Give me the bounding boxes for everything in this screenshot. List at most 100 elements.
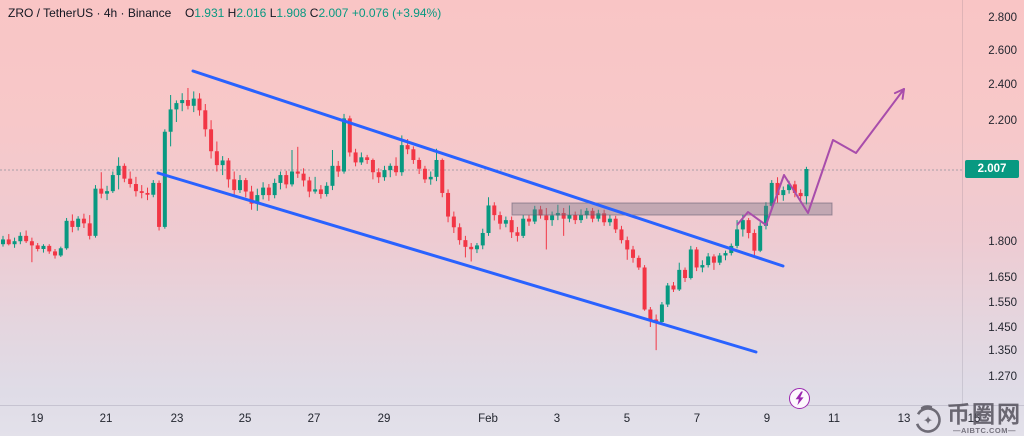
low-value: 1.908 xyxy=(276,6,307,20)
candle-body xyxy=(255,195,260,204)
price-tick-1.450: 1.450 xyxy=(988,322,1017,334)
candle-body xyxy=(209,129,214,152)
candle-body xyxy=(561,212,566,219)
candle-body xyxy=(706,256,711,266)
candle-body xyxy=(128,178,133,185)
symbol-legend[interactable]: ZRO / TetherUS · 4h · Binance O1.931 H2.… xyxy=(8,6,441,20)
candle-body xyxy=(503,220,508,224)
candle-body xyxy=(133,184,138,192)
candle-body xyxy=(116,165,121,176)
candle-body xyxy=(417,159,422,169)
time-tick-21: 21 xyxy=(99,413,113,425)
projection-arrowhead xyxy=(893,88,905,95)
watermark-star-glyph: ✦ xyxy=(923,414,933,428)
candle-body xyxy=(359,157,364,163)
candle-body xyxy=(347,118,352,153)
candle-body xyxy=(711,256,716,263)
candle-body xyxy=(64,220,69,249)
candle-body xyxy=(336,165,341,172)
candle-body xyxy=(631,249,636,258)
candle-body xyxy=(665,285,670,305)
candle-body xyxy=(440,159,445,193)
candle-body xyxy=(70,220,75,227)
time-tick-3: 3 xyxy=(553,413,561,425)
candle-body xyxy=(342,118,347,172)
price-axis-border xyxy=(962,0,963,405)
candles-layer xyxy=(1,87,809,351)
candle-body xyxy=(87,223,92,236)
candle-body xyxy=(318,189,323,195)
separator: · xyxy=(120,6,125,20)
candle-body xyxy=(24,235,29,242)
candle-body xyxy=(290,171,294,185)
projection-arrow[interactable] xyxy=(736,88,905,226)
candle-body xyxy=(220,160,225,166)
candle-body xyxy=(110,175,115,192)
candle-body xyxy=(792,184,797,193)
candle-body xyxy=(394,165,399,173)
candle-body xyxy=(746,220,751,233)
candle-body xyxy=(370,159,375,173)
candle-body xyxy=(625,240,630,250)
candle-body xyxy=(47,245,52,252)
candle-body xyxy=(203,110,208,130)
candle-body xyxy=(428,176,433,180)
candle-body xyxy=(330,165,335,186)
candle-body xyxy=(648,309,653,320)
candle-body xyxy=(376,172,381,178)
candle-body xyxy=(191,98,196,106)
candle-body xyxy=(157,182,162,227)
candle-body xyxy=(237,180,242,191)
candle-body xyxy=(162,131,167,227)
candle-body xyxy=(550,215,555,221)
price-tick-2.400: 2.400 xyxy=(988,79,1017,91)
candle-body xyxy=(81,218,86,224)
time-axis-border xyxy=(0,405,1024,406)
low-label: L xyxy=(269,6,277,20)
candle-body xyxy=(399,145,404,173)
candle-body xyxy=(457,227,462,241)
candle-body xyxy=(515,232,520,236)
candle-body xyxy=(353,152,358,163)
candle-body xyxy=(18,235,23,242)
candle-body xyxy=(636,257,641,268)
channel-trendline[interactable] xyxy=(191,69,785,268)
candle-body xyxy=(763,205,768,226)
boost-button[interactable] xyxy=(789,388,810,409)
candle-body xyxy=(694,249,699,268)
candle-body xyxy=(232,179,237,191)
projection-arrowhead xyxy=(901,88,905,100)
candle-body xyxy=(723,253,728,256)
candle-body xyxy=(301,173,306,181)
candle-body xyxy=(180,100,185,104)
candle-body xyxy=(168,109,173,132)
candle-body xyxy=(758,225,763,251)
close-value: 2.007 xyxy=(318,6,349,20)
candle-body xyxy=(474,245,479,250)
candle-body xyxy=(596,213,601,219)
candle-body xyxy=(613,218,618,230)
candle-body xyxy=(555,212,560,216)
candle-body xyxy=(295,171,300,174)
candle-body xyxy=(278,175,283,183)
candle-body xyxy=(197,98,202,111)
candle-body xyxy=(463,240,468,247)
candle-body xyxy=(469,246,474,250)
candle-body xyxy=(382,170,387,178)
resistance-box[interactable] xyxy=(511,202,833,216)
candle-body xyxy=(76,218,81,227)
candle-body xyxy=(185,100,190,106)
price-tick-2.800: 2.800 xyxy=(988,12,1017,24)
watermark-subtitle: —AIBTC.COM— xyxy=(953,426,1016,436)
candle-body xyxy=(6,239,11,245)
candle-body xyxy=(798,192,803,197)
time-tick-13: 13 xyxy=(897,413,911,425)
time-tick-25: 25 xyxy=(238,413,252,425)
candle-body xyxy=(573,215,578,221)
candle-body xyxy=(41,245,46,249)
channel-trendline[interactable] xyxy=(156,171,758,354)
candle-body xyxy=(567,215,572,219)
open-label: O xyxy=(184,6,195,20)
candle-body xyxy=(451,216,456,228)
